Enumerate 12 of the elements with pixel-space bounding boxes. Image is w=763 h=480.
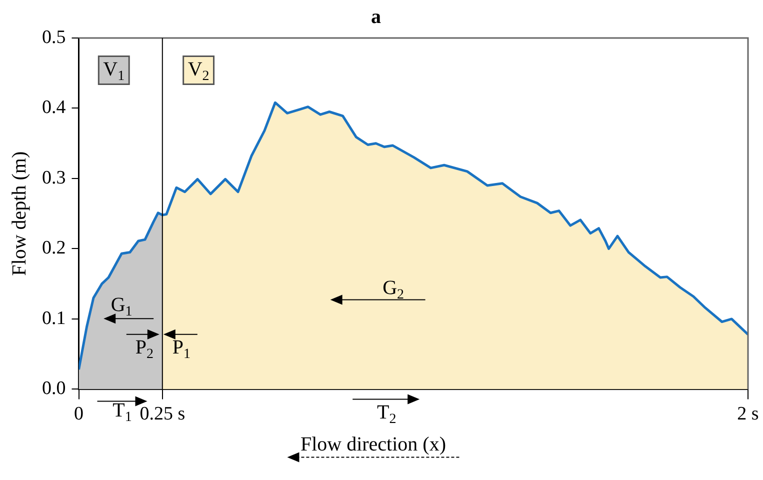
y-tick-label: 0.4 <box>42 97 66 118</box>
x-tick-label: 0 <box>74 404 84 425</box>
y-tick-label: 0.2 <box>42 238 66 259</box>
chart-title: a <box>371 6 381 28</box>
y-tick-label: 0.1 <box>42 308 66 329</box>
x-tick-label: 0.25 s <box>140 404 186 425</box>
y-tick-label: 0.0 <box>42 378 66 400</box>
y-tick-label: 0.3 <box>42 167 66 188</box>
y-tick-label: 0.5 <box>42 26 66 48</box>
x-tick-label: 2 s <box>737 404 759 425</box>
text: Flow direction (x) <box>300 433 446 456</box>
y-axis-title: Flow depth (m) <box>8 151 30 276</box>
